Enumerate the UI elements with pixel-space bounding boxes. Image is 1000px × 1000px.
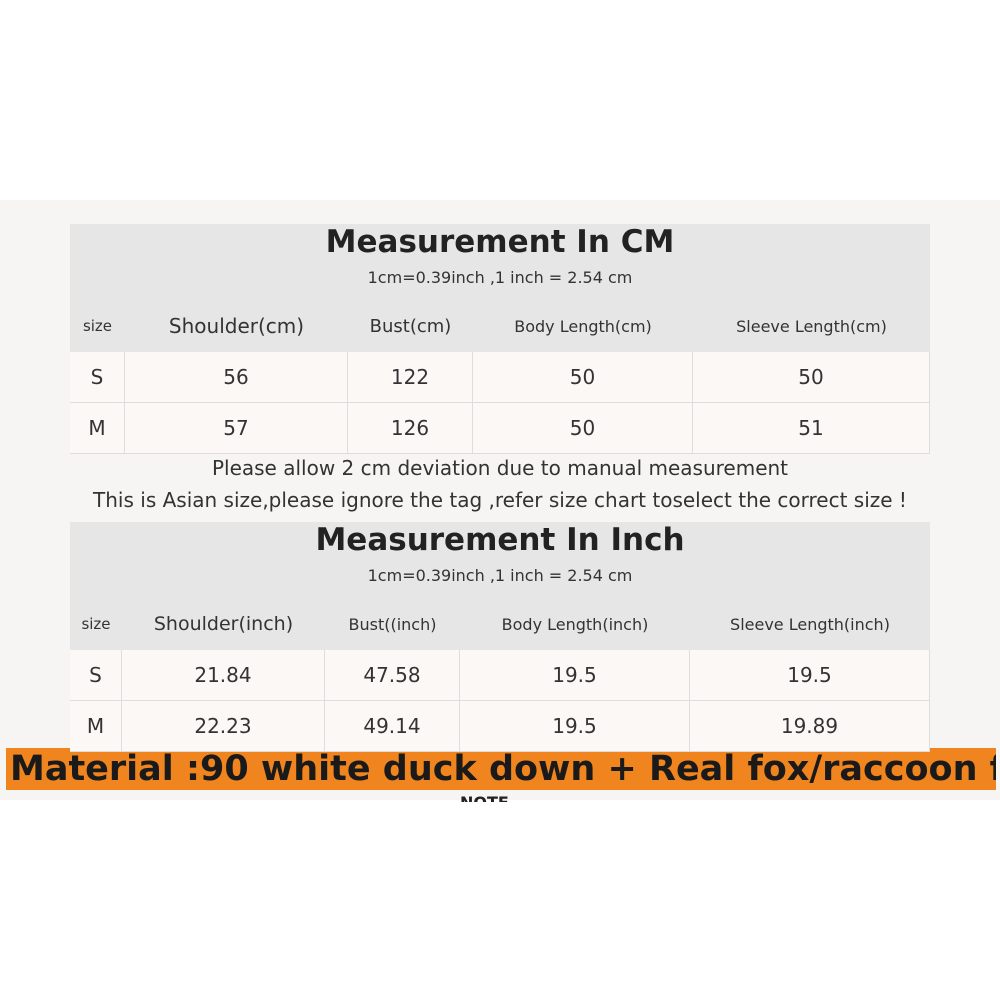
column-header: Body Length(inch) <box>501 614 649 634</box>
column-header: Sleeve Length(cm) <box>736 316 887 336</box>
table-cell: 122 <box>348 352 473 403</box>
note: This is Asian size,please ignore the tag… <box>93 488 907 512</box>
table-cell: 19.5 <box>460 650 690 701</box>
footer-note: NOTE <box>460 792 509 802</box>
table-header-bg <box>70 224 930 352</box>
table-cell: 57 <box>125 403 348 454</box>
column-header: Shoulder(cm) <box>168 314 305 338</box>
table-cell: 50 <box>473 403 693 454</box>
table-title: Measurement In CM <box>325 224 675 260</box>
table-cell: S <box>70 352 125 403</box>
table-subtitle: 1cm=0.39inch ,1 inch = 2.54 cm <box>367 566 633 585</box>
material-banner: Material :90 white duck down + Real fox/… <box>6 748 996 790</box>
table-cell: 56 <box>125 352 348 403</box>
table-cell: 50 <box>473 352 693 403</box>
column-header: Bust(cm) <box>369 315 452 337</box>
table-cell: 51 <box>693 403 930 454</box>
note: Please allow 2 cm deviation due to manua… <box>211 456 789 480</box>
column-header: Shoulder(inch) <box>153 613 294 635</box>
table-cell: 22.23 <box>122 701 325 752</box>
column-header: Body Length(cm) <box>514 316 652 336</box>
table-cell: 19.89 <box>690 701 930 752</box>
column-header: size <box>81 615 111 633</box>
table-cell: 19.5 <box>690 650 930 701</box>
column-header: Bust((inch) <box>348 614 437 634</box>
column-header: Sleeve Length(inch) <box>730 614 890 634</box>
table-cell: 126 <box>348 403 473 454</box>
table-cell: 19.5 <box>460 701 690 752</box>
table-cell: M <box>70 403 125 454</box>
column-header: size <box>82 317 113 335</box>
table-cell: 47.58 <box>325 650 460 701</box>
table-cell: 21.84 <box>122 650 325 701</box>
table-cell: 49.14 <box>325 701 460 752</box>
table-subtitle: 1cm=0.39inch ,1 inch = 2.54 cm <box>367 268 633 287</box>
table-header-bg <box>70 522 930 650</box>
table-title: Measurement In Inch <box>315 522 685 558</box>
table-cell: S <box>70 650 122 701</box>
table-cell: 50 <box>693 352 930 403</box>
table-cell: M <box>70 701 122 752</box>
